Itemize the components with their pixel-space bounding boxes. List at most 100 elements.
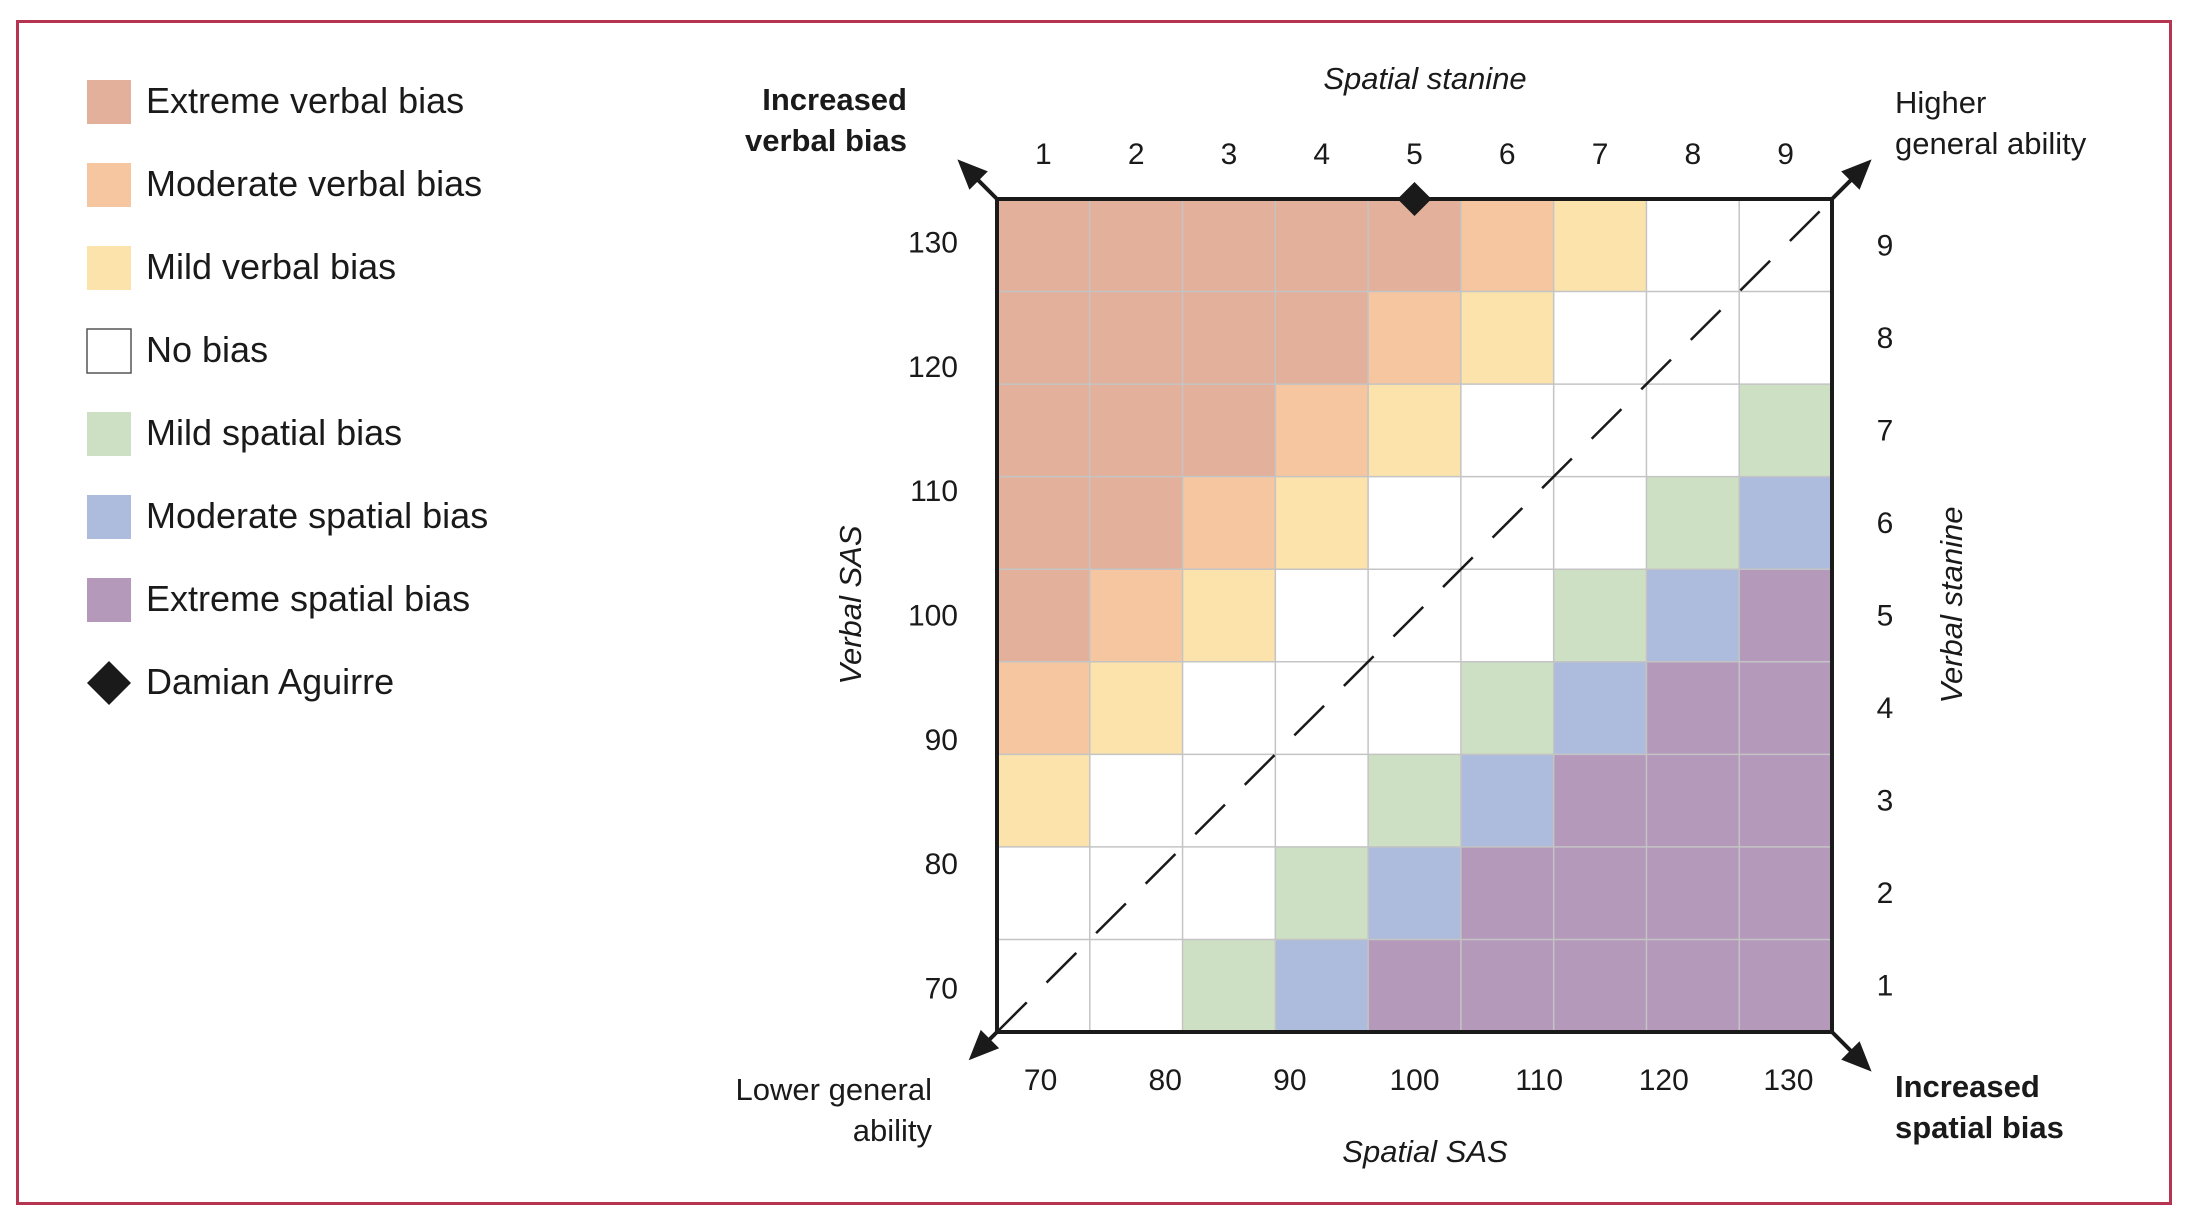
corner-label-top-right-line: general ability <box>1895 126 2087 161</box>
cell-es <box>1739 754 1832 847</box>
cell-ls <box>1275 846 1369 940</box>
legend-swatch-es <box>87 578 131 622</box>
legend-swatch-ls <box>87 412 131 456</box>
x-sas-tick: 120 <box>1639 1064 1689 1097</box>
cell-nb <box>1182 846 1276 940</box>
cell-ls <box>1368 754 1461 847</box>
y-right-axis-title: Verbal stanine <box>1934 506 1969 703</box>
corner-label-top-left-line: verbal bias <box>745 123 907 158</box>
corner-label-top-left: Increased verbal bias <box>745 82 907 158</box>
cell-mv <box>1182 476 1276 570</box>
legend-swatch-nb <box>86 328 132 374</box>
legend-swatch-ev <box>87 80 131 124</box>
cell-ev <box>997 199 1090 292</box>
corner-label-top-right: Higher general ability <box>1895 85 2087 161</box>
x-sas-tick: 100 <box>1389 1064 1439 1097</box>
x-sas-tick: 70 <box>1024 1064 1057 1097</box>
legend-student-name: Damian Aguirre <box>146 661 394 702</box>
y-stanine-tick: 6 <box>1877 507 1894 540</box>
x-sas-tick: 90 <box>1273 1064 1306 1097</box>
cell-es <box>1739 569 1832 662</box>
y-sas-tick: 100 <box>908 600 958 633</box>
x-stanine-tick: 4 <box>1313 138 1330 171</box>
corner-labels: Increased verbal bias Higher general abilit… <box>736 82 2087 1148</box>
cell-lv <box>1368 384 1461 477</box>
corner-label-top-left-line: Increased <box>762 82 907 117</box>
corner-label-bottom-right-line: Increased <box>1895 1069 2040 1104</box>
x-bottom-axis-title: Spatial SAS <box>1342 1134 1508 1169</box>
cell-ev <box>997 476 1090 570</box>
cell-ev <box>1182 199 1276 292</box>
cell-es <box>1739 846 1832 940</box>
axis-titles: Spatial stanine Spatial SAS Verbal SAS Verb… <box>833 61 1969 1169</box>
cell-es <box>1646 754 1740 847</box>
legend: Extreme verbal bias Moderate verbal bias M… <box>86 80 488 705</box>
cell-nb <box>1368 661 1461 755</box>
cell-nb <box>1460 569 1554 662</box>
corner-label-bottom-right: Increased spatial bias <box>1895 1069 2064 1145</box>
student-marker <box>1397 182 1432 216</box>
y-sas-tick: 80 <box>925 848 958 881</box>
y-stanine-tick: 7 <box>1877 414 1894 447</box>
x-stanine-tick: 2 <box>1128 138 1145 171</box>
corner-arrows <box>957 159 1872 1072</box>
cell-ev <box>1089 384 1183 477</box>
cell-es <box>1646 846 1740 940</box>
x-stanine-tick: 1 <box>1035 138 1052 171</box>
legend-label: No bias <box>146 329 268 370</box>
cell-ev <box>1182 291 1276 385</box>
cell-ev <box>997 291 1090 385</box>
cell-es <box>1368 939 1461 1032</box>
legend-label: Mild spatial bias <box>146 412 402 453</box>
y-left-axis-title: Verbal SAS <box>833 525 868 684</box>
cell-nb <box>1553 291 1647 385</box>
cell-lv <box>1460 291 1554 385</box>
corner-label-top-right-line: Higher <box>1895 85 1986 120</box>
cell-mv <box>1460 199 1554 292</box>
cell-ms <box>1368 846 1461 940</box>
x-stanine-tick: 9 <box>1777 138 1794 171</box>
y-stanine-tick: 8 <box>1877 322 1894 355</box>
cell-nb <box>1089 939 1183 1032</box>
legend-swatch-mv <box>87 163 131 207</box>
x-sas-tick: 80 <box>1149 1064 1182 1097</box>
cell-nb <box>1553 476 1647 570</box>
cell-mv <box>1275 384 1369 477</box>
y-stanine-tick: 2 <box>1877 877 1894 910</box>
cell-lv <box>1275 476 1369 570</box>
corner-label-bottom-left-line: Lower general <box>736 1072 932 1107</box>
cell-ev <box>997 384 1090 477</box>
cell-es <box>1553 939 1647 1032</box>
cell-ms <box>1460 754 1554 847</box>
cell-nb <box>1739 291 1832 385</box>
cell-nb <box>1275 754 1369 847</box>
y-sas-tick: 70 <box>925 972 958 1005</box>
legend-label: Moderate verbal bias <box>146 163 482 204</box>
cell-lv <box>1553 199 1647 292</box>
x-stanine-tick: 6 <box>1499 138 1516 171</box>
cell-ms <box>1646 569 1740 662</box>
cell-lv <box>1089 661 1183 755</box>
cell-ev <box>1089 476 1183 570</box>
y-sas-tick: 110 <box>910 475 958 508</box>
gridlines <box>997 199 1832 1032</box>
corner-label-bottom-right-line: spatial bias <box>1895 1110 2064 1145</box>
x-stanine-tick: 5 <box>1406 138 1423 171</box>
cell-nb <box>997 846 1090 940</box>
cell-grid <box>997 199 1832 1032</box>
cell-ls <box>1460 661 1554 755</box>
cell-ms <box>1739 476 1832 570</box>
cell-es <box>1553 754 1647 847</box>
legend-swatch-lv <box>87 246 131 290</box>
cell-es <box>1460 939 1554 1032</box>
legend-swatch-ms <box>87 495 131 539</box>
cell-mv <box>1089 569 1183 662</box>
cell-ls <box>1553 569 1647 662</box>
cell-nb <box>1460 384 1554 477</box>
y-sas-tick: 90 <box>925 724 958 757</box>
y-stanine-tick: 5 <box>1877 600 1894 633</box>
x-sas-tick: 130 <box>1763 1064 1813 1097</box>
cell-ev <box>997 569 1090 662</box>
cell-es <box>1739 939 1832 1032</box>
